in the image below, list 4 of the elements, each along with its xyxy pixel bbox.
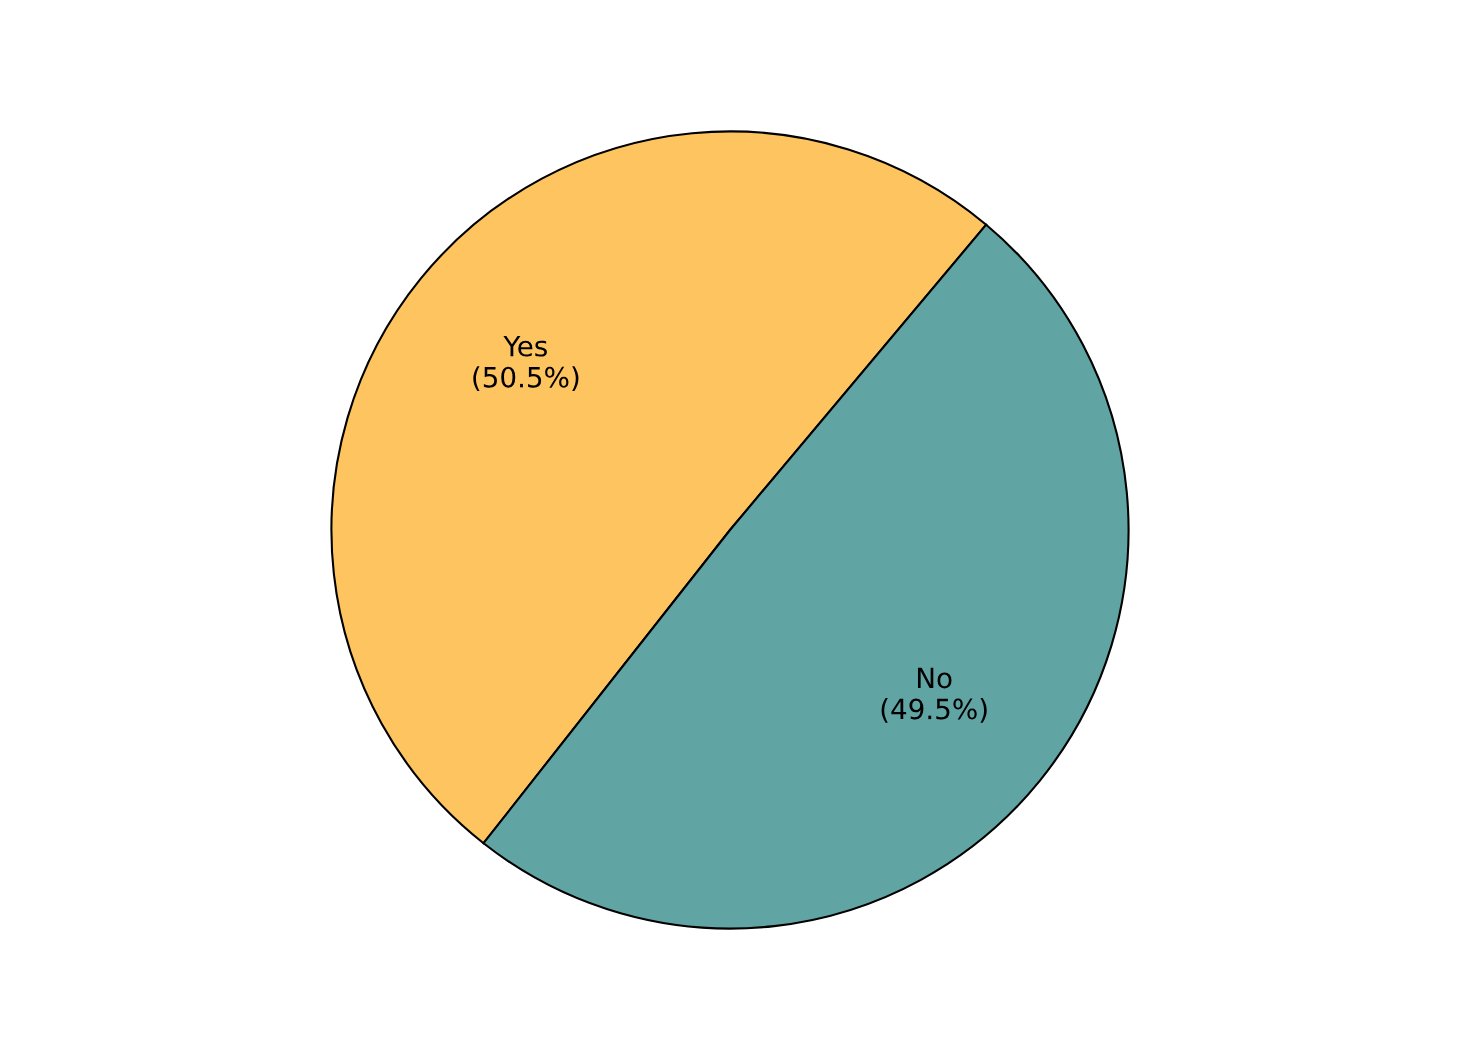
data-label: (49.5%) (881, 698, 987, 723)
slice-label: No (917, 667, 952, 689)
data-label: (50.5%) (473, 366, 579, 391)
slice-label: Yes (503, 335, 547, 357)
